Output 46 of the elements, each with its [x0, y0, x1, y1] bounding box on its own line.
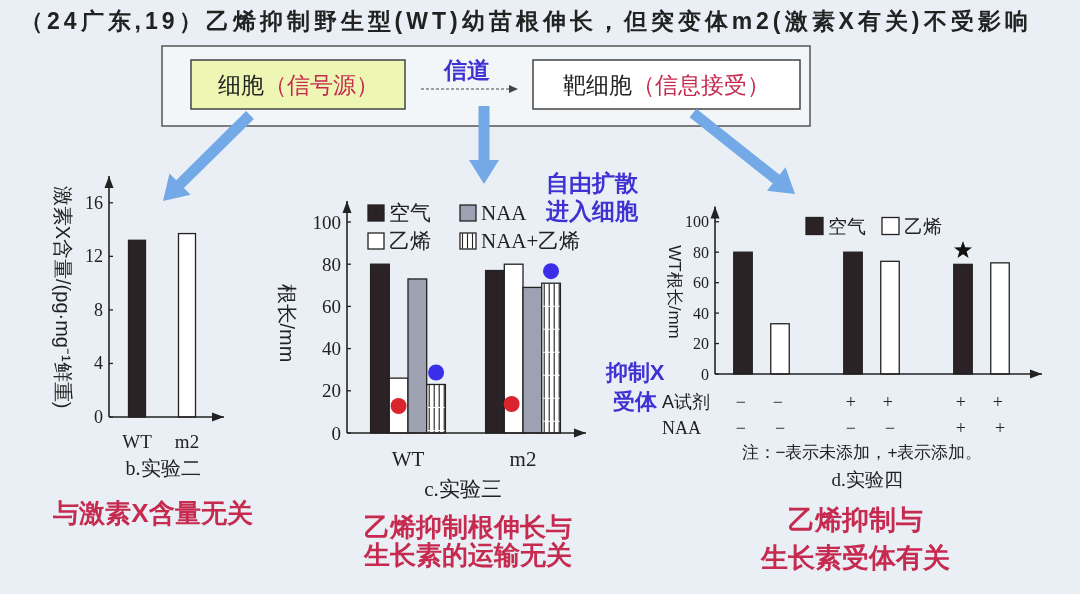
y-tick-label: 20	[322, 380, 341, 402]
y-tick-label: 80	[693, 243, 709, 261]
text: 乙烯抑制与生长素受体有关	[759, 505, 950, 573]
text: 注：−表示未添加，+表示添加。	[741, 442, 983, 462]
x-tick-label: m2	[174, 430, 200, 452]
y-axis-title: 激素X含量/(pg·mg⁻¹鲜重)	[52, 185, 74, 409]
y-tick-label: 20	[693, 335, 709, 353]
legend-label: NAA	[481, 201, 528, 225]
x-tick-label: WT	[122, 430, 153, 452]
text: 乙烯抑制根伸长与生长素的运输无关	[363, 512, 572, 570]
y-tick-label: 40	[322, 338, 341, 360]
category-label: − − − −	[735, 392, 786, 438]
text: 与激素X含量无关	[52, 498, 253, 528]
text: 靶细胞（信息接受）	[562, 72, 770, 98]
legend-label: 乙烯	[904, 215, 942, 237]
annotation: 自由扩散进入细胞	[545, 170, 639, 224]
legend-label: 乙烯	[389, 229, 431, 253]
y-tick-label: 100	[685, 213, 709, 231]
y-axis-title: WT根长/mm	[664, 245, 684, 339]
y-tick-label: 12	[85, 246, 103, 267]
text: b.实验二	[125, 457, 201, 479]
y-tick-label: 4	[94, 353, 103, 374]
category-label: + + + +	[955, 392, 1006, 438]
y-tick-label: 16	[85, 192, 103, 213]
y-tick-label: 0	[701, 365, 709, 383]
y-tick-label: 60	[322, 295, 341, 317]
y-tick-label: 40	[693, 304, 709, 322]
y-tick-label: 8	[94, 299, 103, 320]
y-axis-title: 根长/mm	[276, 283, 298, 363]
y-tick-label: 0	[331, 422, 341, 444]
y-tick-label: 80	[322, 253, 341, 275]
text: （24广东,19）乙烯抑制野生型(WT)幼苗根伸长，但突变体m2(激素X有关)不受影响	[20, 8, 1032, 34]
x-tick-label: WT	[391, 447, 425, 471]
text: d.实验四	[831, 468, 903, 490]
text: 信道	[443, 57, 490, 83]
legend-label: 空气	[389, 201, 431, 225]
legend-label: NAA+乙烯	[481, 229, 581, 253]
y-tick-label: 0	[94, 407, 103, 427]
text: c.实验三	[424, 477, 502, 501]
legend-label: 空气	[828, 215, 866, 237]
x-tick-label: m2	[509, 447, 537, 471]
category-label: + + − −	[845, 392, 896, 438]
text: NAA	[662, 418, 701, 438]
y-tick-label: 100	[312, 211, 341, 233]
text: 细胞（信号源）	[217, 72, 379, 98]
y-tick-label: 60	[693, 274, 709, 292]
